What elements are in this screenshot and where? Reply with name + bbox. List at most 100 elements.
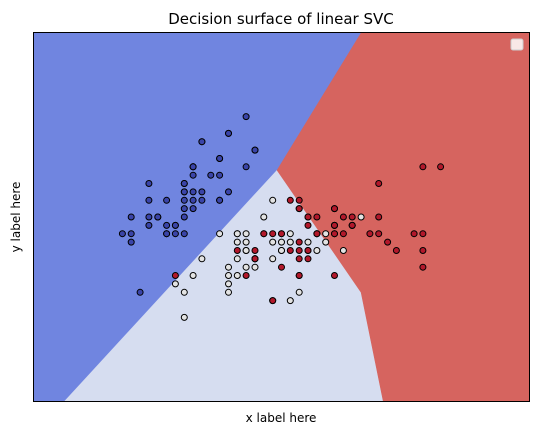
data-point-class-2: [419, 230, 427, 238]
data-point-class-2: [242, 272, 250, 279]
data-point-class-0: [127, 230, 135, 238]
data-point-class-2: [348, 213, 356, 221]
data-point-class-0: [163, 196, 171, 204]
data-point-class-2: [419, 263, 427, 271]
data-point-class-2: [366, 230, 374, 238]
data-point-class-0: [242, 113, 250, 121]
data-point-class-1: [242, 263, 250, 271]
data-point-class-1: [278, 238, 285, 246]
data-point-class-2: [304, 247, 312, 254]
data-point-class-0: [180, 205, 188, 213]
data-point-class-1: [269, 238, 277, 246]
data-point-class-2: [331, 221, 338, 229]
data-point-class-0: [180, 188, 188, 196]
data-point-class-0: [189, 188, 197, 196]
data-point-class-1: [216, 230, 224, 238]
legend: [510, 38, 524, 51]
data-points: [118, 113, 445, 321]
data-point-class-2: [295, 205, 303, 213]
data-point-class-0: [216, 196, 224, 204]
data-point-class-2: [348, 221, 356, 229]
data-point-class-1: [322, 238, 330, 246]
data-point-class-1: [225, 280, 232, 288]
data-point-class-0: [127, 213, 135, 221]
data-point-class-2: [331, 230, 338, 238]
data-point-class-2: [419, 163, 427, 171]
data-point-class-2: [295, 238, 303, 246]
data-point-class-1: [295, 288, 303, 296]
data-point-class-1: [198, 255, 206, 263]
data-point-class-1: [313, 247, 321, 254]
data-point-class-0: [180, 196, 188, 204]
data-point-class-1: [260, 213, 268, 221]
data-point-class-1: [233, 255, 241, 263]
data-point-class-2: [286, 247, 294, 254]
data-point-class-2: [295, 247, 303, 254]
data-point-class-0: [251, 146, 259, 154]
data-point-class-0: [198, 196, 206, 204]
data-point-class-2: [295, 255, 303, 263]
data-point-class-2: [419, 247, 427, 254]
data-point-class-0: [225, 188, 232, 196]
data-point-class-0: [163, 221, 171, 229]
data-point-class-0: [198, 188, 206, 196]
data-point-class-0: [154, 213, 162, 221]
data-point-class-0: [163, 230, 171, 238]
data-point-class-0: [180, 213, 188, 221]
data-point-class-2: [375, 230, 383, 238]
data-point-class-0: [145, 221, 153, 229]
data-point-class-2: [251, 247, 259, 254]
data-point-class-2: [375, 213, 383, 221]
data-point-class-2: [313, 213, 321, 221]
data-point-class-0: [145, 180, 153, 187]
data-point-class-2: [286, 196, 294, 204]
data-point-class-2: [339, 230, 347, 238]
data-point-class-0: [189, 163, 197, 171]
data-point-class-1: [242, 230, 250, 238]
data-point-class-2: [304, 255, 312, 263]
data-point-class-0: [198, 138, 206, 146]
data-point-class-1: [225, 263, 232, 271]
data-point-class-2: [251, 255, 259, 263]
data-point-class-1: [286, 230, 294, 238]
data-point-class-2: [304, 221, 312, 229]
data-point-class-1: [233, 238, 241, 246]
data-point-class-1: [286, 238, 294, 246]
data-point-class-0: [171, 221, 179, 229]
data-point-class-2: [278, 263, 285, 271]
data-point-class-2: [313, 230, 321, 238]
data-point-class-2: [171, 272, 179, 279]
data-point-class-1: [339, 247, 347, 254]
data-point-class-2: [269, 297, 277, 305]
data-point-class-0: [216, 171, 224, 179]
decision-regions: [33, 32, 530, 402]
data-point-class-2: [437, 163, 445, 171]
data-point-class-1: [251, 263, 259, 271]
data-point-class-0: [189, 205, 197, 213]
data-point-class-1: [233, 230, 241, 238]
y-axis-label: y label here: [9, 182, 23, 253]
data-point-class-0: [136, 288, 144, 296]
data-point-class-1: [357, 213, 365, 221]
data-point-class-2: [304, 213, 312, 221]
data-point-class-1: [269, 255, 277, 263]
legend-box: [510, 38, 524, 51]
data-point-class-1: [225, 272, 232, 279]
data-point-class-0: [189, 196, 197, 204]
data-point-class-2: [295, 196, 303, 204]
data-point-class-1: [304, 238, 312, 246]
data-point-class-0: [171, 230, 179, 238]
data-point-class-2: [339, 213, 347, 221]
data-point-class-0: [127, 238, 135, 246]
data-point-class-1: [180, 313, 188, 321]
data-point-class-1: [286, 297, 294, 305]
chart-title: Decision surface of linear SVC: [168, 10, 394, 28]
data-point-class-2: [331, 205, 338, 213]
data-point-class-2: [260, 230, 268, 238]
data-point-class-1: [242, 238, 250, 246]
data-point-class-1: [233, 272, 241, 279]
plot-frame: [33, 32, 530, 402]
data-point-class-0: [242, 163, 250, 171]
data-point-class-2: [384, 238, 392, 246]
data-point-class-0: [145, 213, 153, 221]
